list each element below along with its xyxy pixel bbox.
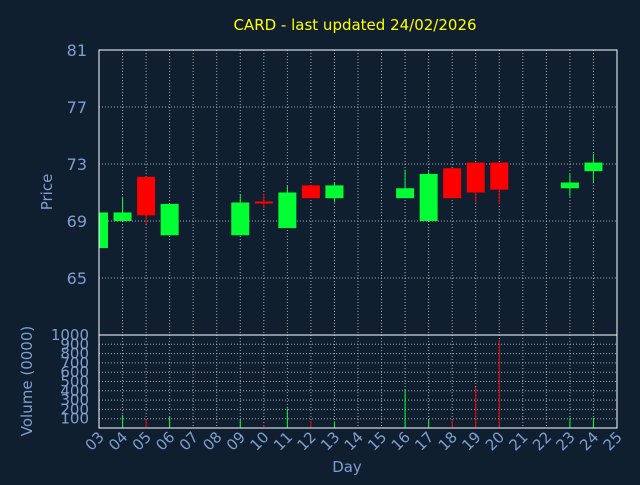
candle-body <box>278 192 297 229</box>
volume-tick-label: 800 <box>60 345 89 363</box>
candle-body <box>231 202 250 236</box>
chart-title: CARD - last updated 24/02/2026 <box>233 16 476 34</box>
volume-tick-label: 900 <box>60 335 89 353</box>
price-tick-label: 69 <box>67 212 87 231</box>
price-tick-label: 77 <box>67 98 87 117</box>
candle-16 <box>396 169 415 199</box>
plot-frames <box>98 49 618 429</box>
volume-tick-label: 600 <box>60 363 89 381</box>
price-grid <box>99 49 617 335</box>
volume-plot-frame <box>98 334 618 429</box>
candle-24 <box>584 154 603 183</box>
volume-tick-label: 100 <box>60 410 89 428</box>
price-tick-label: 81 <box>67 41 87 60</box>
volume-tick-label: 200 <box>60 400 89 418</box>
day-axis-ticks: 0304050607080910111213141516171819202122… <box>82 428 626 454</box>
candle-body <box>99 212 108 249</box>
candle-03 <box>98 212 108 249</box>
candle-body <box>113 212 132 221</box>
candle-10 <box>254 193 273 209</box>
volume-tick-label: 500 <box>60 373 89 391</box>
candle-body <box>560 182 579 189</box>
candle-04 <box>113 196 132 221</box>
candle-body <box>396 188 415 199</box>
candle-18 <box>443 168 462 199</box>
candle-body <box>137 176 156 216</box>
candle-body <box>466 162 485 193</box>
candle-body <box>301 185 320 199</box>
candle-body <box>490 162 509 190</box>
candle-05 <box>137 176 156 224</box>
price-axis-label: Price <box>38 174 56 211</box>
candlestick-series <box>98 154 603 249</box>
candle-20 <box>490 162 509 204</box>
candle-body <box>325 185 344 199</box>
candle-12 <box>301 185 320 199</box>
volume-tick-label: 400 <box>60 382 89 400</box>
volume-tick-label: 1000 <box>51 326 89 344</box>
volume-tick-label: 300 <box>60 391 89 409</box>
volume-series <box>122 339 594 428</box>
candle-06 <box>160 203 179 236</box>
candle-13 <box>325 182 344 203</box>
candle-09 <box>231 193 250 236</box>
candle-body <box>419 173 438 221</box>
day-axis-label: Day <box>332 458 362 476</box>
volume-axis-label: Volume (0000) <box>18 326 36 436</box>
volume-tick-label: 700 <box>60 354 89 372</box>
candle-body <box>160 203 179 236</box>
candle-body <box>584 162 603 172</box>
candle-17 <box>419 171 438 221</box>
price-tick-label: 73 <box>67 155 87 174</box>
candle-23 <box>560 173 579 197</box>
price-tick-label: 65 <box>67 269 87 288</box>
candle-body <box>443 168 462 199</box>
price-axis-ticks: 65 69 73 77 81 <box>67 41 87 288</box>
candle-11 <box>278 185 297 229</box>
candle-19 <box>466 162 485 203</box>
